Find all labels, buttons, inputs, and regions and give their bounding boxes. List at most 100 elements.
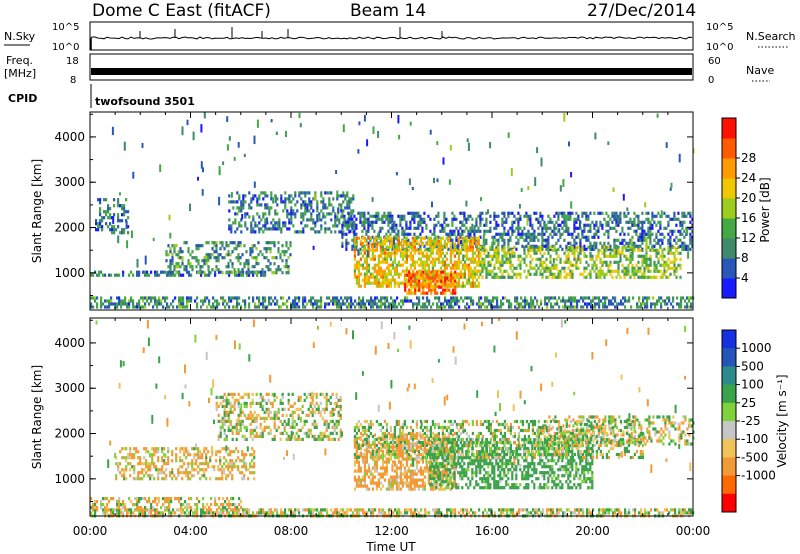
heatmap-cell — [266, 305, 269, 309]
heatmap-cell — [270, 206, 273, 210]
heatmap-cell — [276, 508, 279, 512]
heatmap-cell — [391, 236, 394, 240]
heatmap-cell — [445, 236, 448, 240]
heatmap-cell — [449, 251, 452, 255]
heatmap-cell — [686, 305, 689, 309]
heatmap-cell — [320, 224, 323, 228]
heatmap-cell — [501, 257, 504, 261]
heatmap-cell — [691, 223, 694, 227]
heatmap-cell — [615, 269, 618, 273]
heatmap-cell — [403, 251, 406, 255]
heatmap-cell — [453, 217, 456, 221]
heatmap-cell — [454, 282, 457, 286]
heatmap-cell — [324, 227, 327, 231]
heatmap-cell — [481, 257, 484, 261]
heatmap-cell — [411, 263, 414, 267]
heatmap-cell — [511, 223, 514, 227]
heatmap-cell — [195, 247, 198, 251]
heatmap-cell — [689, 235, 692, 239]
heatmap-cell — [451, 220, 454, 224]
heatmap-cell — [513, 254, 516, 258]
heatmap-cell — [533, 248, 536, 252]
heatmap-cell — [104, 508, 107, 512]
heatmap-cell — [169, 232, 172, 239]
heatmap-cell — [407, 254, 410, 258]
heatmap-cell — [208, 302, 211, 306]
heatmap-cell — [312, 508, 315, 512]
heatmap-cell — [428, 270, 431, 274]
heatmap-cell — [279, 256, 282, 260]
heatmap-cell — [458, 299, 461, 303]
heatmap-cell — [503, 260, 506, 264]
heatmap-cell — [507, 248, 510, 252]
heatmap-cell — [651, 217, 654, 221]
heatmap-cell — [320, 218, 323, 222]
heatmap-cell — [385, 275, 388, 279]
heatmap-cell — [227, 253, 230, 257]
heatmap-cell — [661, 238, 664, 242]
heatmap-cell — [330, 508, 333, 512]
heatmap-cell — [245, 250, 248, 254]
heatmap-cell — [517, 238, 520, 242]
heatmap-cell — [196, 302, 199, 306]
heatmap-cell — [574, 305, 577, 309]
heatmap-cell — [609, 272, 612, 276]
heatmap-cell — [565, 260, 568, 264]
heatmap-cell — [574, 299, 577, 303]
heatmap-cell — [434, 511, 437, 515]
heatmap-cell — [409, 223, 412, 227]
heatmap-cell — [385, 260, 388, 264]
heatmap-cell — [519, 263, 522, 267]
heatmap-cell — [141, 471, 144, 475]
heatmap-cell — [526, 302, 529, 306]
heatmap-cell — [101, 216, 104, 220]
heatmap-cell — [546, 302, 549, 306]
freq-tick-top: 18 — [66, 56, 79, 67]
heatmap-cell — [117, 462, 120, 466]
heatmap-cell — [493, 211, 496, 215]
heatmap-cell — [401, 254, 404, 258]
heatmap-cell — [515, 272, 518, 276]
heatmap-cell — [464, 296, 467, 300]
heatmap-cell — [285, 131, 287, 138]
heatmap-cell — [143, 468, 146, 472]
heatmap-cell — [346, 200, 349, 204]
heatmap-cell — [652, 296, 655, 300]
heatmap-cell — [467, 257, 470, 261]
heatmap-cell — [588, 302, 591, 306]
heatmap-cell — [381, 214, 384, 218]
heatmap-cell — [643, 269, 646, 273]
heatmap-cell — [453, 232, 456, 236]
heatmap-cell — [615, 245, 618, 249]
heatmap-cell — [387, 220, 390, 224]
heatmap-cell — [511, 226, 514, 230]
heatmap-cell — [285, 250, 288, 254]
heatmap-cell — [373, 269, 376, 273]
heatmap-cell — [351, 244, 354, 248]
heatmap-cell — [461, 266, 464, 270]
heatmap-cell — [387, 238, 390, 242]
heatmap-cell — [624, 296, 627, 300]
heatmap-cell — [282, 200, 285, 204]
heatmap-cell — [541, 263, 544, 267]
heatmap-cell — [251, 244, 254, 248]
heatmap-cell — [342, 302, 345, 306]
heatmap-cell — [475, 220, 478, 224]
heatmap-cell — [399, 263, 402, 267]
heatmap-cell — [459, 284, 462, 288]
heatmap-cell — [503, 254, 506, 258]
heatmap-cell — [597, 235, 600, 239]
heatmap-cell — [590, 511, 593, 515]
heatmap-cell — [292, 209, 295, 213]
heatmap-cell — [627, 232, 630, 236]
heatmap-cell — [672, 305, 675, 309]
heatmap-cell — [258, 511, 261, 515]
heatmap-cell — [292, 302, 295, 306]
heatmap-cell — [571, 211, 574, 215]
heatmap-cell — [322, 197, 325, 201]
heatmap-cell — [389, 217, 392, 221]
heatmap-cell — [365, 217, 368, 221]
heatmap-cell — [393, 284, 396, 288]
heatmap-cell — [341, 241, 344, 245]
heatmap-cell — [184, 511, 187, 515]
